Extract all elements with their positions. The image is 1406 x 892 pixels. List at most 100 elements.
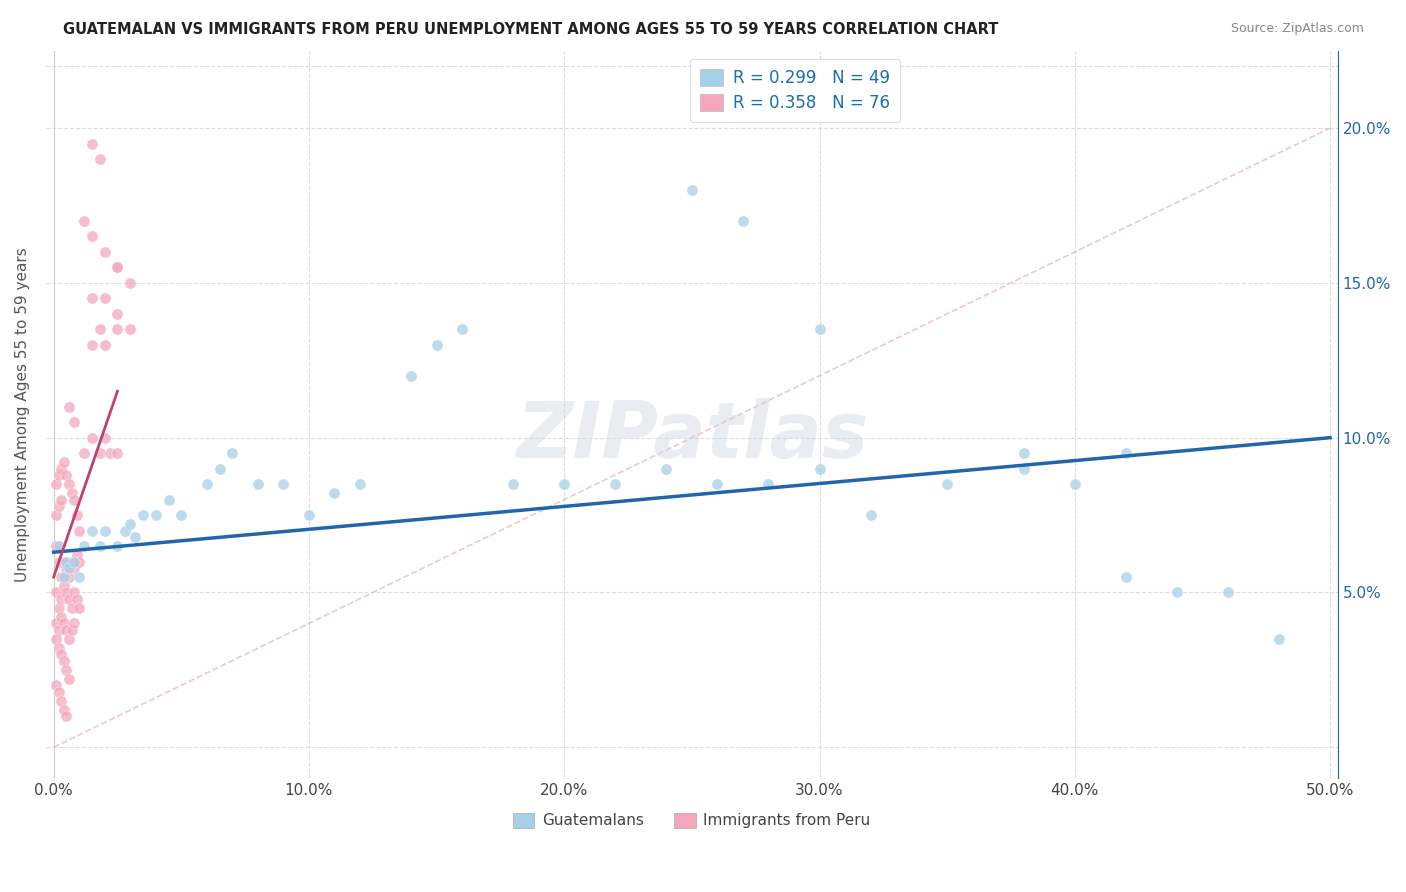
Point (655, 461, 678, 475)
Point (323, 486, 346, 500)
Point (93, 244, 115, 259)
Point (195, 477, 218, 491)
Point (45, 678, 67, 692)
Point (89, 446, 111, 460)
Point (246, 477, 269, 491)
Point (89, 322, 111, 336)
Point (114, 524, 136, 538)
Text: Source: ZipAtlas.com: Source: ZipAtlas.com (1230, 22, 1364, 36)
Point (426, 338, 449, 352)
Point (48, 684, 70, 698)
Point (55, 560, 77, 574)
Point (1063, 477, 1085, 491)
Point (51, 694, 73, 708)
Point (65, 549, 87, 563)
Point (55, 709, 77, 723)
Point (221, 446, 243, 460)
Point (808, 322, 831, 336)
Point (58, 632, 80, 646)
Point (80, 431, 103, 445)
Point (55, 554, 77, 568)
Point (65, 508, 87, 522)
Point (107, 260, 129, 275)
Point (80, 524, 103, 538)
Point (89, 152, 111, 166)
Point (170, 508, 193, 522)
Point (58, 477, 80, 491)
Point (936, 477, 959, 491)
Point (51, 492, 73, 507)
Point (98, 446, 121, 460)
Point (58, 560, 80, 574)
Point (399, 368, 422, 383)
Point (107, 307, 129, 321)
Point (52, 455, 75, 469)
Point (132, 508, 155, 522)
Point (48, 539, 70, 553)
Point (52, 703, 75, 717)
Point (124, 530, 146, 544)
Point (80, 338, 103, 352)
Point (60, 486, 83, 500)
Point (208, 461, 231, 475)
Point (107, 322, 129, 336)
Point (48, 499, 70, 513)
Point (52, 616, 75, 631)
Point (451, 322, 474, 336)
Point (80, 136, 103, 151)
Point (51, 461, 73, 475)
Point (51, 610, 73, 624)
Point (45, 585, 67, 599)
Point (1012, 446, 1035, 460)
Point (48, 467, 70, 482)
Point (758, 477, 780, 491)
Point (58, 672, 80, 686)
Point (48, 641, 70, 656)
Point (63, 415, 86, 429)
Point (73, 446, 96, 460)
Point (60, 601, 83, 615)
Point (67, 570, 90, 584)
Point (93, 338, 115, 352)
Point (73, 539, 96, 553)
Point (55, 663, 77, 677)
Point (605, 477, 627, 491)
Point (107, 260, 129, 275)
Point (60, 623, 83, 637)
Point (1115, 446, 1137, 460)
Point (706, 477, 728, 491)
Point (349, 477, 371, 491)
Point (51, 591, 73, 606)
Point (45, 508, 67, 522)
Point (58, 400, 80, 414)
Point (58, 591, 80, 606)
Point (45, 616, 67, 631)
Point (681, 183, 703, 197)
Point (67, 554, 90, 568)
Point (80, 291, 103, 305)
Point (52, 570, 75, 584)
Point (55, 467, 77, 482)
Point (89, 539, 111, 553)
Point (157, 492, 180, 507)
Text: ZIPatlas: ZIPatlas (516, 398, 868, 475)
Point (51, 570, 73, 584)
Point (45, 539, 67, 553)
Y-axis label: Unemployment Among Ages 55 to 59 years: Unemployment Among Ages 55 to 59 years (15, 247, 30, 582)
Point (553, 477, 575, 491)
Point (808, 461, 831, 475)
Point (1115, 570, 1137, 584)
Point (120, 276, 142, 290)
Point (120, 517, 142, 532)
Point (1012, 461, 1035, 475)
Point (48, 623, 70, 637)
Point (60, 554, 83, 568)
Point (73, 214, 96, 228)
Point (65, 591, 87, 606)
Point (63, 616, 86, 631)
Point (48, 601, 70, 615)
Point (120, 322, 142, 336)
Point (731, 214, 754, 228)
Point (52, 654, 75, 668)
Point (273, 477, 295, 491)
